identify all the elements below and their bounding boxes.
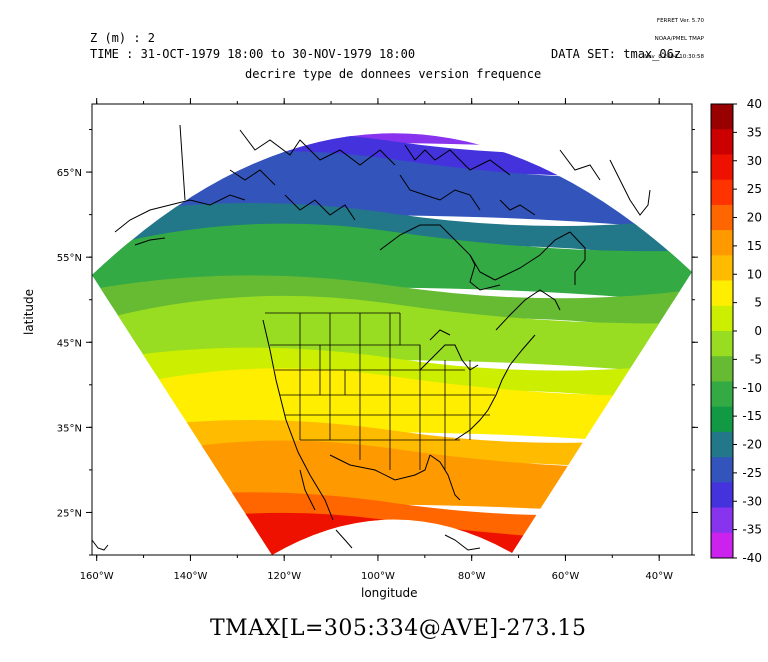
y-tick-label: 35°N <box>57 423 82 434</box>
colorbar-segment <box>711 507 733 534</box>
colorbar-label: -10 <box>742 381 762 395</box>
dataset-label: DATA SET: tmax_06z <box>551 47 682 61</box>
x-tick-label: 140°W <box>173 571 207 582</box>
x-tick-label: 60°W <box>552 571 580 582</box>
plot-frame <box>91 103 693 556</box>
colorbar-segment <box>711 255 733 282</box>
axes: 160°W 140°W 120°W 100°W 80°W 60°W 40°W 65°N 55°N… <box>57 98 698 582</box>
colorbar-segment <box>711 331 733 357</box>
colorbar-label: -5 <box>750 352 762 366</box>
colorbar-segment <box>711 104 733 130</box>
version-line-3: Nov 8 2004 10:30:58 <box>644 54 704 60</box>
x-tick-label: 80°W <box>458 571 486 582</box>
state-boundaries <box>265 312 495 470</box>
y-tick-label: 45°N <box>57 338 82 349</box>
colorbar-segment <box>711 280 733 307</box>
colorbar-segment <box>711 457 733 483</box>
x-tick-label: 160°W <box>80 571 114 582</box>
colorbar-segment <box>711 431 733 458</box>
coastlines <box>91 124 651 551</box>
colorbar-label: 0 <box>754 324 762 338</box>
colorbar-label: -40 <box>742 551 762 565</box>
colorbar-segment <box>711 532 733 559</box>
y-tick-label: 65°N <box>57 168 82 179</box>
colorbar-label: 35 <box>747 125 762 139</box>
y-tick-label: 55°N <box>57 253 82 264</box>
colorbar-segment <box>711 154 733 181</box>
colorbar-label: -20 <box>742 438 762 452</box>
time-label: TIME : 31-OCT-1979 18:00 to 30-NOV-1979 … <box>90 47 416 61</box>
chart-title: decrire type de donnees version frequenc… <box>245 67 542 81</box>
x-tick-label: 120°W <box>267 571 301 582</box>
y-tick-label: 25°N <box>57 508 82 519</box>
colorbar-segment <box>711 129 733 155</box>
colorbar-label: -35 <box>742 523 762 537</box>
colorbar-label: 15 <box>747 239 762 253</box>
colorbar-segment <box>711 179 733 206</box>
colorbar-segment <box>711 381 733 408</box>
colorbar-label: -25 <box>742 466 762 480</box>
colorbar-label: -30 <box>742 494 762 508</box>
x-axis-label: longitude <box>361 586 418 600</box>
colorbar-label: 20 <box>747 211 762 225</box>
colorbar-label: -15 <box>742 409 762 423</box>
colorbar-label: 10 <box>747 267 762 281</box>
colorbar-label: 5 <box>754 296 762 310</box>
colorbar-segment <box>711 356 733 382</box>
z-label: Z (m) : 2 <box>90 31 156 45</box>
colorbar-segment <box>711 305 733 332</box>
version-line-2: NOAA/PMEL TMAP <box>654 36 704 42</box>
colorbar-label: 40 <box>747 97 762 111</box>
version-line-1: FERRET Ver. 5.70 <box>656 18 704 24</box>
y-axis-label: latitude <box>22 288 36 335</box>
colorbar-segment <box>711 230 733 256</box>
colorbar-segment <box>711 406 733 433</box>
colorbar-segment <box>711 204 733 231</box>
colorbar-segment <box>711 482 733 509</box>
x-tick-label: 100°W <box>361 571 395 582</box>
x-tick-label: 40°W <box>645 571 673 582</box>
version-block: FERRET Ver. 5.70 NOAA/PMEL TMAP Nov 8 20… <box>640 6 704 66</box>
colorbar-label: 25 <box>747 182 762 196</box>
field-band-25 <box>92 492 692 556</box>
colorbar: 40 35 30 25 20 15 10 5 0 -5 -10 -15 -20 -25 -30 -35 -40 <box>710 97 762 565</box>
colorbar-label: 30 <box>747 154 762 168</box>
variable-expression: TMAX[L=305:334@AVE]-273.15 <box>210 616 587 641</box>
